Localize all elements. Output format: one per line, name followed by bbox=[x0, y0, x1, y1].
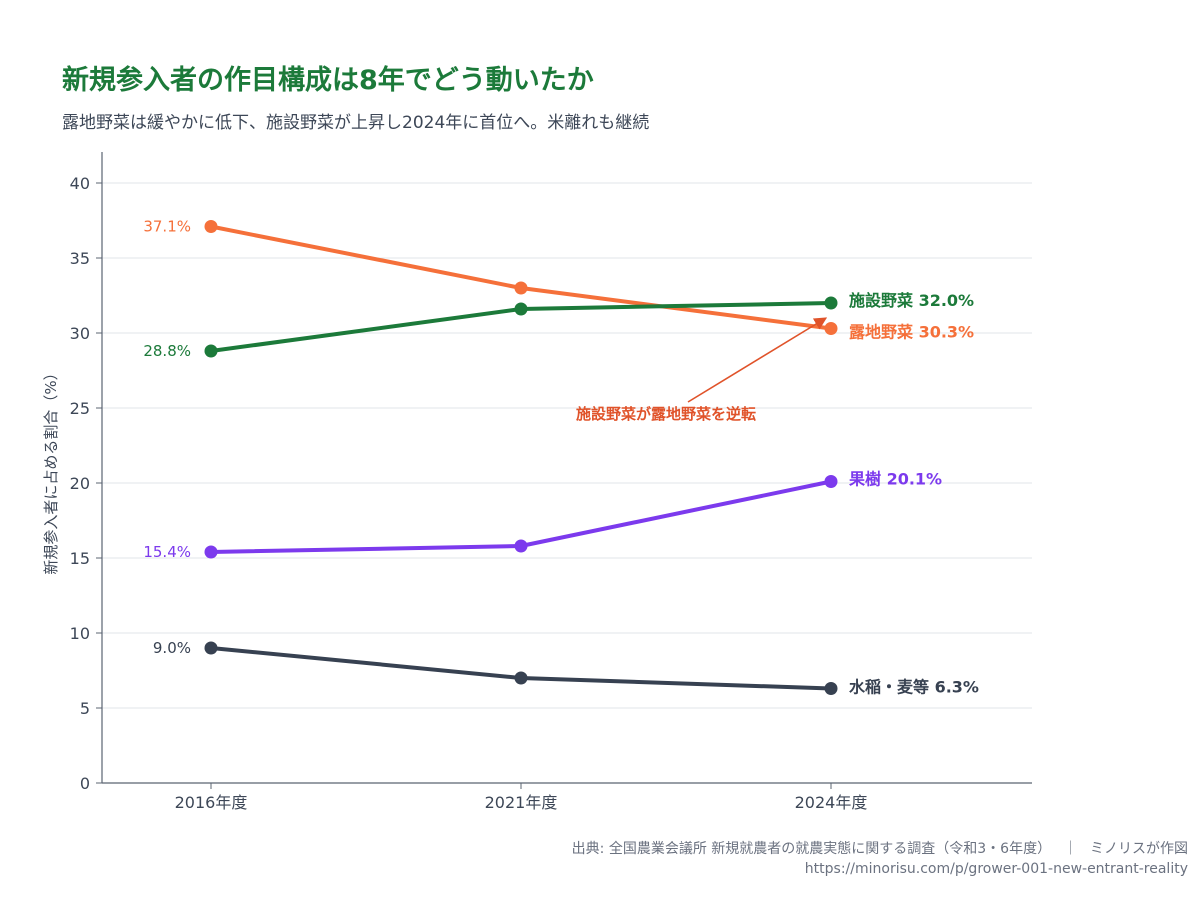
data-point bbox=[204, 344, 218, 358]
start-value-label: 9.0% bbox=[153, 639, 191, 657]
data-point bbox=[514, 671, 528, 685]
end-value-label: 露地野菜 30.3% bbox=[849, 323, 974, 342]
x-tick-labels: 2016年度 2021年度 2024年度 bbox=[175, 793, 868, 812]
y-tick-label: 30 bbox=[70, 324, 90, 343]
annotation-arrow bbox=[687, 317, 828, 403]
separator: ｜ bbox=[1063, 841, 1078, 857]
data-point bbox=[824, 296, 838, 310]
series-水稲・麦等 bbox=[204, 641, 838, 695]
chart-subtitle: 露地野菜は緩やかに低下、施設野菜が上昇し2024年に首位へ。米離れも継続 bbox=[62, 113, 650, 133]
start-value-label: 37.1% bbox=[143, 218, 191, 236]
data-point bbox=[824, 475, 838, 488]
start-value-label: 28.8% bbox=[143, 342, 191, 360]
end-value-label: 果樹 20.1% bbox=[848, 470, 942, 489]
y-tick-label: 5 bbox=[80, 699, 90, 718]
y-tick-label: 40 bbox=[70, 174, 90, 193]
annotation-text: 施設野菜が露地野菜を逆転 bbox=[576, 405, 756, 423]
chart-title: 新規参入者の作目構成は8年でどう動いたか bbox=[62, 65, 594, 96]
y-tick-label: 35 bbox=[70, 249, 90, 268]
x-tick-label: 2016年度 bbox=[175, 793, 248, 812]
y-axis-label: 新規参入者に占める割合（%） bbox=[42, 365, 60, 574]
series-labels: 37.1% 露地野菜 30.3% 28.8% 施設野菜 32.0% 15.4% 果樹 20… bbox=[143, 218, 979, 697]
x-tick-label: 2024年度 bbox=[795, 793, 868, 812]
y-tick-label: 25 bbox=[70, 399, 90, 418]
y-tick-label: 0 bbox=[80, 774, 90, 793]
source-text: 出典: 全国農業会議所 新規就農者の就農実態に関する調査（令和3・6年度） bbox=[571, 841, 1052, 857]
source-line: 出典: 全国農業会議所 新規就農者の就農実態に関する調査（令和3・6年度） ｜ … bbox=[572, 838, 1188, 858]
end-value-label: 施設野菜 32.0% bbox=[849, 291, 974, 310]
series-lines bbox=[204, 220, 838, 695]
series-露地野菜 bbox=[204, 220, 838, 335]
start-value-label: 15.4% bbox=[143, 543, 191, 561]
source-url: https://minorisu.com/p/grower-001-new-en… bbox=[804, 861, 1188, 877]
series-果樹 bbox=[204, 475, 838, 559]
data-point bbox=[204, 545, 218, 559]
axes bbox=[96, 152, 1032, 789]
credit-text: ミノリスが作図 bbox=[1090, 841, 1188, 857]
y-tick-labels: 0 5 10 15 20 25 30 35 40 bbox=[70, 174, 90, 793]
data-point bbox=[204, 220, 218, 233]
annotation: 施設野菜が露地野菜を逆転 bbox=[576, 317, 828, 423]
data-point bbox=[824, 322, 838, 335]
data-point bbox=[824, 682, 838, 695]
x-tick-label: 2021年度 bbox=[485, 793, 558, 812]
data-point bbox=[204, 641, 218, 655]
data-point bbox=[514, 302, 528, 316]
series-施設野菜 bbox=[204, 296, 838, 358]
y-tick-label: 20 bbox=[70, 474, 90, 493]
y-tick-label: 10 bbox=[70, 624, 90, 643]
data-point bbox=[514, 539, 528, 553]
data-point bbox=[514, 281, 528, 295]
grid-lines bbox=[102, 182, 1032, 709]
y-tick-label: 15 bbox=[70, 549, 90, 568]
end-value-label: 水稲・麦等 6.3% bbox=[849, 678, 979, 697]
